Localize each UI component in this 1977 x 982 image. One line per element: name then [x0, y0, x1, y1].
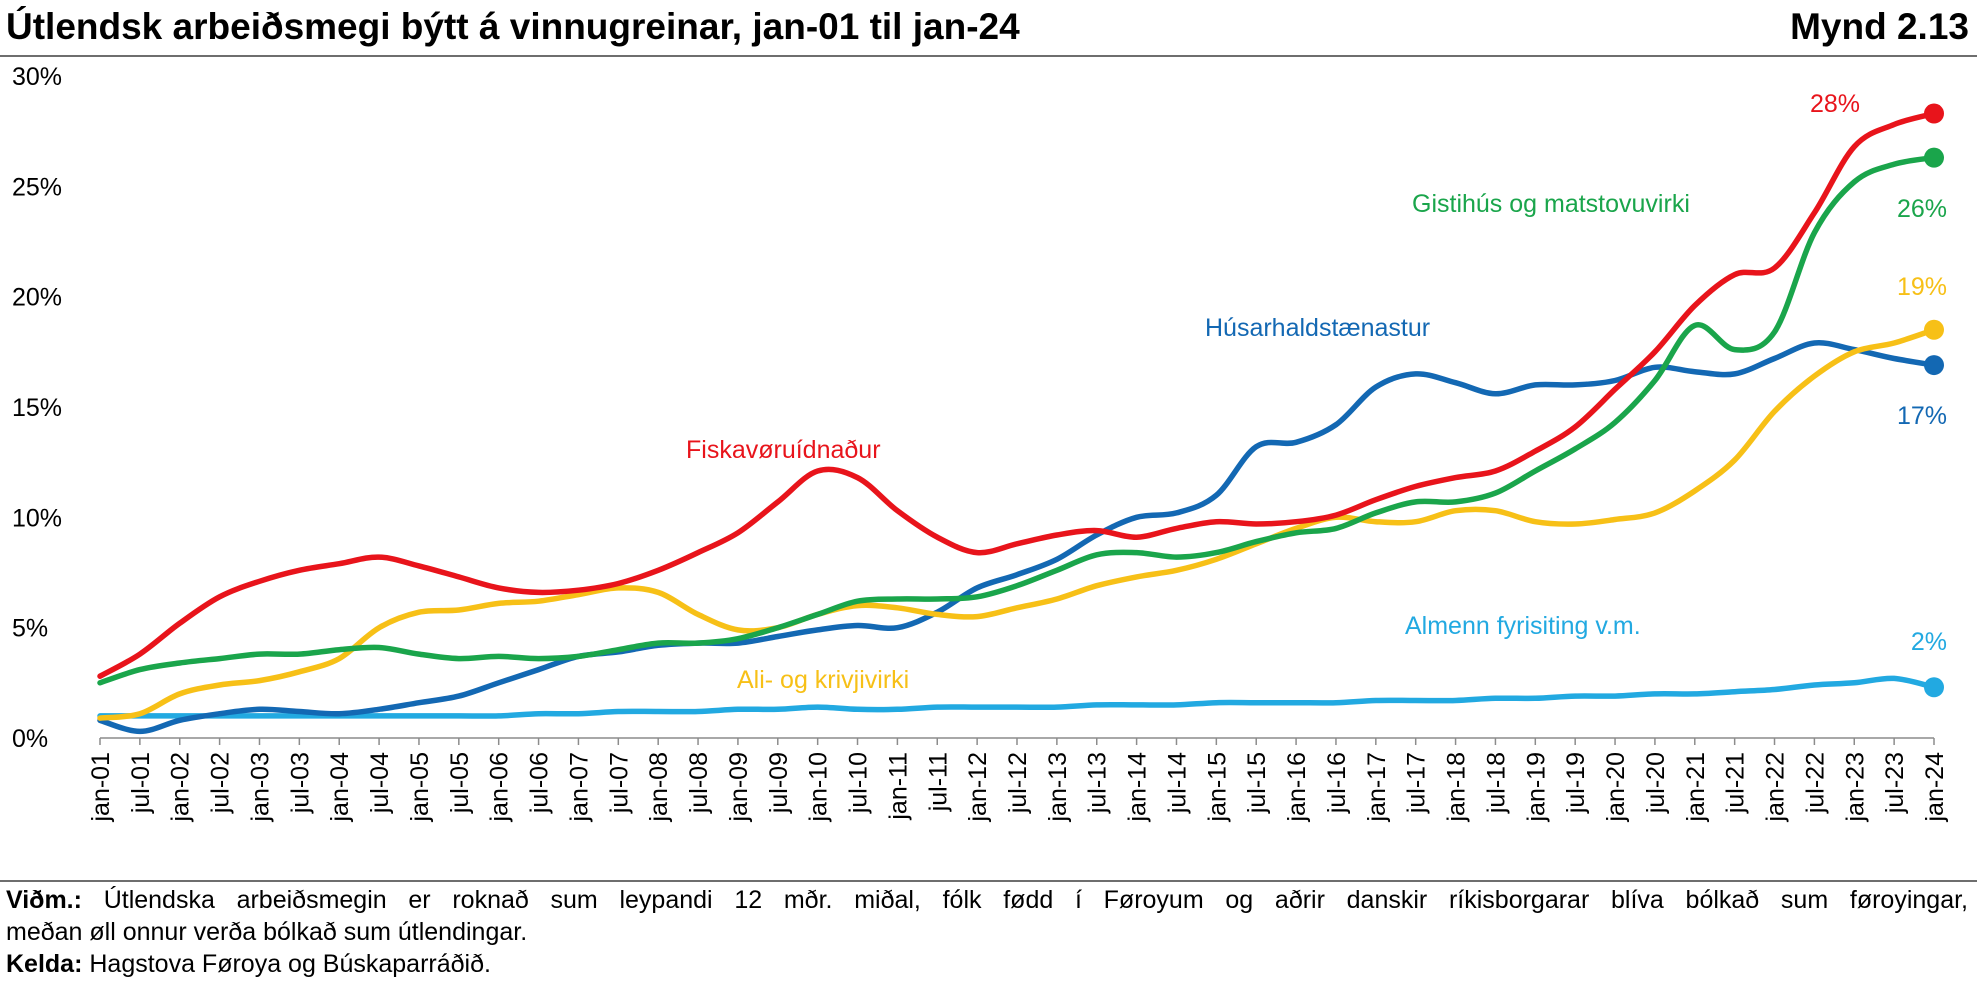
series-end-marker — [1924, 147, 1944, 168]
x-tick-label: jan-21 — [1682, 752, 1710, 823]
series-line — [97, 327, 1937, 721]
x-tick-label: jul-14 — [1163, 752, 1191, 814]
x-tick-label: jul-13 — [1084, 752, 1112, 814]
y-tick-label: 20% — [12, 284, 62, 312]
chart-title: Útlendsk arbeiðsmegi býtt á vinnugreinar… — [6, 6, 1020, 47]
x-tick-label: jan-14 — [1124, 752, 1152, 823]
series-name-label: Ali- og krivjivirki — [737, 666, 909, 694]
x-tick-label: jul-16 — [1323, 752, 1351, 814]
x-tick-label: jul-02 — [207, 752, 235, 814]
series-name-label: Húsarhaldstænastur — [1205, 314, 1430, 342]
x-tick-label: jan-11 — [884, 752, 912, 821]
x-tick-label: jan-24 — [1921, 752, 1949, 823]
x-tick-label: jul-18 — [1482, 752, 1510, 814]
series-end-value-label: 17% — [1897, 402, 1947, 430]
source-text: Hagstova Føroya og Búskaparráðið. — [89, 950, 491, 978]
x-tick-label: jan-20 — [1602, 752, 1630, 823]
x-tick-label: jul-21 — [1722, 752, 1750, 814]
x-tick-label: jul-17 — [1403, 752, 1431, 814]
x-tick-label: jul-19 — [1562, 752, 1590, 814]
x-tick-label: jan-05 — [406, 752, 434, 823]
header-divider — [0, 55, 1977, 57]
x-tick-label: jan-10 — [805, 752, 833, 823]
series-end-value-label: 19% — [1897, 273, 1947, 301]
x-tick-label: jan-08 — [645, 752, 673, 823]
x-tick-label: jan-12 — [964, 752, 992, 823]
source-line: Kelda: Hagstova Føroya og Búskaparráðið. — [6, 948, 1968, 980]
x-tick-label: jan-07 — [565, 752, 593, 823]
series-end-marker — [1924, 355, 1944, 376]
x-tick-label: jul-11 — [924, 752, 952, 812]
x-tick-label: jul-12 — [1004, 752, 1032, 814]
series-name-label: Fiskavøruídnaður — [686, 436, 881, 464]
x-tick-label: jan-18 — [1443, 752, 1471, 823]
x-tick-label: jan-02 — [167, 752, 195, 823]
series-end-marker — [1924, 103, 1944, 124]
x-tick-label: jul-09 — [765, 752, 793, 814]
series-end-marker — [1924, 319, 1944, 340]
series-line — [97, 340, 1937, 735]
x-tick-label: jul-04 — [366, 752, 394, 814]
x-tick-label: jan-03 — [246, 752, 274, 823]
line-chart: 0% 5% 10% 15% 20% 25% 30% jan-01 jul-01 jan-02 jul… — [12, 63, 1949, 823]
x-tick-label: jul-15 — [1243, 752, 1271, 814]
x-tick-label: jan-01 — [87, 752, 115, 823]
x-tick-label: jan-22 — [1762, 752, 1790, 823]
x-tick-label: jul-10 — [845, 752, 873, 814]
series-name-label: Gistihús og matstovuvirki — [1412, 190, 1690, 218]
x-tick-label: jul-20 — [1642, 752, 1670, 814]
x-tick-label: jul-03 — [286, 752, 314, 814]
note-line-2: meðan øll onnur verða bólkað sum útlendi… — [6, 916, 1968, 948]
x-tick-label: jul-22 — [1801, 752, 1829, 814]
footer-divider — [0, 880, 1977, 882]
series-line — [97, 154, 1937, 686]
source-label: Kelda: — [6, 950, 83, 978]
y-tick-label: 30% — [12, 63, 62, 91]
series-name-label: Almenn fyrisiting v.m. — [1405, 612, 1641, 640]
figure-number: Mynd 2.13 — [1790, 6, 1969, 47]
note-text-2: meðan øll onnur verða bólkað sum útlendi… — [6, 918, 528, 946]
x-tick-label: jan-15 — [1203, 752, 1231, 823]
chart-header: Útlendsk arbeiðsmegi býtt á vinnugreinar… — [0, 0, 1977, 56]
x-tick-label: jan-17 — [1363, 752, 1391, 823]
series-end-value-label: 28% — [1810, 90, 1860, 118]
series-end-marker — [1924, 677, 1944, 698]
y-tick-label: 25% — [12, 173, 62, 201]
x-tick-label: jan-04 — [326, 752, 354, 823]
series-end-value-label: 26% — [1897, 195, 1947, 223]
x-tick-label: jul-06 — [526, 752, 554, 814]
series-line — [97, 675, 1937, 719]
x-tick-label: jul-05 — [446, 752, 474, 814]
note-label: Viðm.: — [6, 886, 82, 914]
x-tick-label: jan-13 — [1044, 752, 1072, 823]
series-line — [97, 110, 1937, 679]
x-tick-label: jul-23 — [1881, 752, 1909, 814]
y-tick-label: 10% — [12, 504, 62, 532]
note-line-1: Viðm.: Útlendska arbeiðsmegin er roknað … — [6, 884, 1968, 916]
series-end-value-label: 2% — [1911, 628, 1947, 656]
x-tick-label: jan-09 — [725, 752, 753, 823]
chart-notes: Viðm.: Útlendska arbeiðsmegin er roknað … — [6, 884, 1968, 980]
y-tick-label: 15% — [12, 394, 62, 422]
y-tick-label: 5% — [12, 615, 48, 643]
x-tick-label: jan-06 — [486, 752, 514, 823]
y-tick-label: 0% — [12, 725, 48, 753]
note-text-1: Útlendska arbeiðsmegin er roknað sum ley… — [103, 886, 1968, 914]
x-tick-label: jan-23 — [1841, 752, 1869, 823]
x-tick-label: jul-07 — [605, 752, 633, 814]
x-tick-label: jul-01 — [127, 752, 155, 814]
x-tick-label: jan-19 — [1522, 752, 1550, 823]
x-tick-label: jan-16 — [1283, 752, 1311, 823]
x-tick-label: jul-08 — [685, 752, 713, 814]
